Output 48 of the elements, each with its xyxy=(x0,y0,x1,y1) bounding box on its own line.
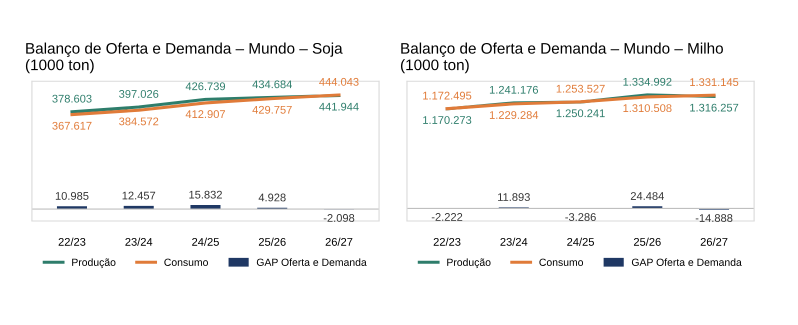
data-label: 397.026 xyxy=(119,90,158,98)
data-label: 444.043 xyxy=(319,78,359,86)
data-label: -2.222 xyxy=(432,213,462,221)
data-label: 426.739 xyxy=(186,82,226,90)
x-tick-label: 24/25 xyxy=(567,238,594,246)
x-tick-label: 23/24 xyxy=(125,238,152,246)
data-label: 434.684 xyxy=(252,80,292,88)
data-label: 412.907 xyxy=(186,110,226,118)
data-label: 429.757 xyxy=(252,106,292,114)
data-label: 1.334.992 xyxy=(623,78,672,86)
x-tick-label: 22/23 xyxy=(434,238,460,246)
x-tick-label: 23/24 xyxy=(500,238,528,246)
legend-label: Produção xyxy=(447,258,491,268)
data-label: 1.316.257 xyxy=(690,104,738,112)
data-label: 11.893 xyxy=(498,193,530,202)
data-label: -2.098 xyxy=(324,214,354,222)
data-label: 15.832 xyxy=(189,190,222,199)
data-label: 1.310.508 xyxy=(623,104,672,112)
data-label: 367.617 xyxy=(52,122,92,130)
data-label: 1.229.284 xyxy=(490,111,538,119)
x-tick-label: 26/27 xyxy=(700,238,728,246)
data-label: -14.888 xyxy=(696,214,732,222)
data-label: 378.603 xyxy=(52,94,92,103)
data-label: -3.286 xyxy=(565,213,596,221)
data-label: 1.331.145 xyxy=(690,78,738,86)
data-label: 384.572 xyxy=(119,117,158,126)
x-tick-label: 25/26 xyxy=(258,238,286,246)
x-tick-label: 24/25 xyxy=(192,238,219,246)
data-label: 441.944 xyxy=(319,102,359,111)
data-label: 12.457 xyxy=(122,192,156,200)
legend-label: Consumo xyxy=(539,258,584,266)
chart-title: Balanço de Oferta e Demanda – Mundo – Soja (1000 ton) xyxy=(26,42,343,74)
data-label: 4.928 xyxy=(258,194,286,202)
x-tick-label: 26/27 xyxy=(326,238,352,246)
legend-label: GAP Oferta e Demanda xyxy=(632,258,742,266)
data-label: 1.241.176 xyxy=(490,86,538,94)
legend-label: Consumo xyxy=(164,258,208,266)
x-tick-label: 25/26 xyxy=(634,238,661,246)
data-label: 1.250.241 xyxy=(556,109,605,118)
chart-title: Balanço de Oferta e Demanda – Mundo – Milho (1000 ton) xyxy=(400,42,723,74)
data-label: 10.985 xyxy=(56,192,88,200)
x-tick-label: 22/23 xyxy=(58,238,86,246)
data-label: 1.253.527 xyxy=(556,84,605,93)
legend-label: Produção xyxy=(72,258,116,268)
legend-label: GAP Oferta e Demanda xyxy=(256,258,367,266)
data-label: 1.170.273 xyxy=(423,116,472,124)
data-label: 24.484 xyxy=(630,192,664,200)
data-label: 1.172.495 xyxy=(423,92,472,100)
